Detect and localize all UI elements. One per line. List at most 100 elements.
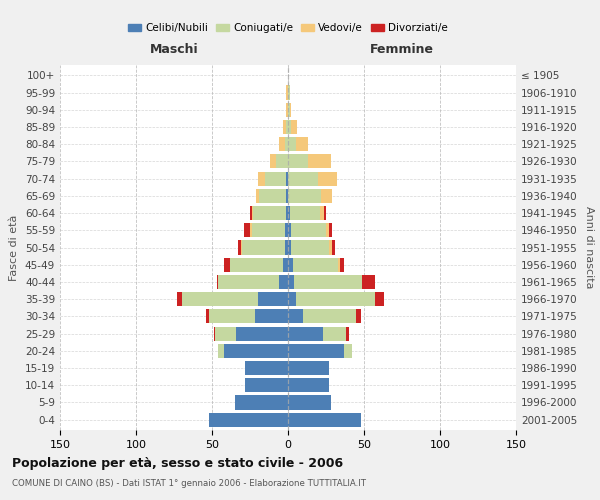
Bar	[291, 223, 326, 238]
Bar	[288, 361, 329, 375]
Bar	[182, 292, 257, 306]
Bar	[214, 326, 215, 340]
Bar	[241, 240, 242, 254]
Text: COMUNE DI CAINO (BS) - Dati ISTAT 1° gennaio 2006 - Elaborazione TUTTITALIA.IT: COMUNE DI CAINO (BS) - Dati ISTAT 1° gen…	[12, 479, 366, 488]
Bar	[285, 240, 288, 254]
Bar	[319, 172, 337, 185]
Bar	[288, 258, 293, 272]
Bar	[244, 223, 250, 238]
Bar	[250, 223, 251, 238]
Bar	[288, 240, 291, 254]
Bar	[291, 120, 297, 134]
Bar	[218, 275, 279, 289]
Bar	[286, 206, 288, 220]
Bar	[236, 326, 288, 340]
Text: Maschi: Maschi	[149, 44, 199, 57]
Bar	[291, 240, 329, 254]
Bar	[215, 326, 236, 340]
Bar	[322, 189, 332, 203]
Text: Femmine: Femmine	[370, 44, 434, 57]
Bar	[235, 396, 288, 409]
Text: Popolazione per età, sesso e stato civile - 2006: Popolazione per età, sesso e stato civil…	[12, 458, 343, 470]
Bar	[270, 154, 276, 168]
Bar	[286, 102, 288, 117]
Bar	[209, 412, 288, 426]
Bar	[346, 326, 349, 340]
Bar	[238, 240, 241, 254]
Bar	[293, 258, 338, 272]
Bar	[251, 223, 285, 238]
Bar	[251, 206, 253, 220]
Bar	[288, 412, 361, 426]
Bar	[326, 223, 329, 238]
Bar	[288, 223, 291, 238]
Bar	[257, 172, 265, 185]
Bar	[286, 86, 288, 100]
Bar	[288, 344, 344, 358]
Bar	[230, 258, 283, 272]
Bar	[288, 137, 296, 152]
Bar	[286, 120, 288, 134]
Bar	[288, 206, 290, 220]
Bar	[288, 326, 323, 340]
Bar	[329, 240, 332, 254]
Bar	[288, 310, 303, 324]
Y-axis label: Fasce di età: Fasce di età	[10, 214, 19, 280]
Bar	[288, 102, 290, 117]
Bar	[325, 206, 326, 220]
Bar	[279, 137, 285, 152]
Bar	[285, 137, 288, 152]
Bar	[283, 120, 286, 134]
Bar	[224, 344, 288, 358]
Bar	[253, 206, 286, 220]
Y-axis label: Anni di nascita: Anni di nascita	[584, 206, 594, 289]
Bar	[296, 137, 308, 152]
Bar	[290, 206, 320, 220]
Bar	[288, 275, 294, 289]
Bar	[320, 206, 325, 220]
Bar	[329, 223, 332, 238]
Bar	[374, 292, 384, 306]
Bar	[206, 310, 209, 324]
Bar	[356, 310, 361, 324]
Bar	[323, 326, 346, 340]
Bar	[296, 292, 374, 306]
Bar	[242, 240, 285, 254]
Bar	[290, 102, 291, 117]
Bar	[340, 258, 344, 272]
Bar	[257, 292, 288, 306]
Bar	[218, 344, 224, 358]
Bar	[265, 172, 286, 185]
Bar	[362, 275, 374, 289]
Bar	[276, 154, 288, 168]
Bar	[288, 292, 296, 306]
Bar	[286, 189, 288, 203]
Bar	[245, 361, 288, 375]
Bar	[288, 396, 331, 409]
Bar	[209, 310, 254, 324]
Legend: Celibi/Nubili, Coniugati/e, Vedovi/e, Divorziati/e: Celibi/Nubili, Coniugati/e, Vedovi/e, Di…	[124, 19, 452, 38]
Bar	[288, 154, 308, 168]
Bar	[286, 172, 288, 185]
Bar	[250, 206, 251, 220]
Bar	[344, 344, 352, 358]
Bar	[288, 378, 329, 392]
Bar	[224, 258, 230, 272]
Bar	[294, 275, 362, 289]
Bar	[177, 292, 182, 306]
Bar	[288, 172, 319, 185]
Bar	[217, 275, 218, 289]
Bar	[288, 189, 322, 203]
Bar	[308, 154, 331, 168]
Bar	[303, 310, 356, 324]
Bar	[332, 240, 335, 254]
Bar	[288, 120, 291, 134]
Bar	[283, 258, 288, 272]
Bar	[338, 258, 340, 272]
Bar	[279, 275, 288, 289]
Bar	[288, 86, 290, 100]
Bar	[254, 310, 288, 324]
Bar	[259, 189, 286, 203]
Bar	[245, 378, 288, 392]
Bar	[285, 223, 288, 238]
